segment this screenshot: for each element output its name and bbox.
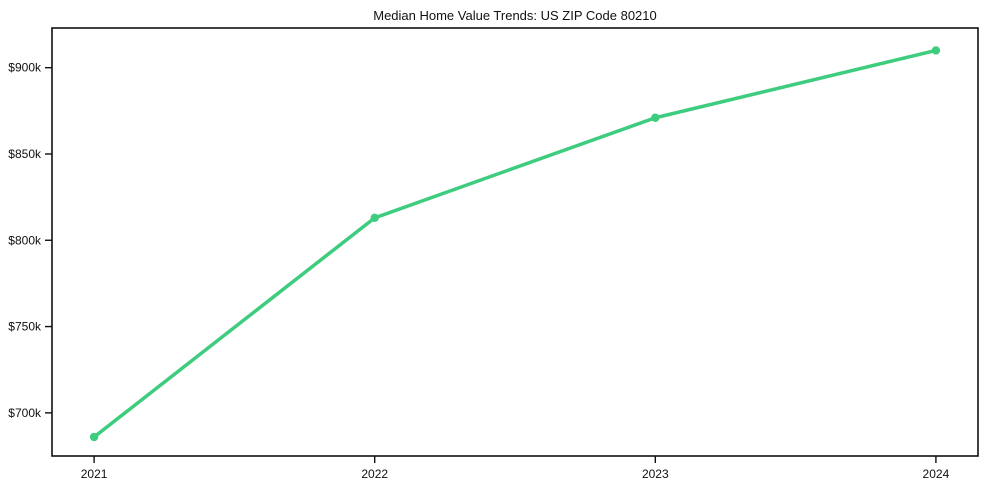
y-tick-label: $900k bbox=[8, 61, 42, 75]
x-tick-label: 2023 bbox=[642, 467, 669, 481]
plot-border bbox=[51, 27, 979, 457]
x-tick-label: 2021 bbox=[81, 467, 108, 481]
x-tick-label: 2022 bbox=[361, 467, 388, 481]
y-tick-label: $750k bbox=[8, 320, 42, 334]
chart-title: Median Home Value Trends: US ZIP Code 80… bbox=[373, 8, 657, 23]
data-point-marker bbox=[651, 113, 660, 122]
y-tick-label: $850k bbox=[8, 147, 42, 161]
data-point-marker bbox=[370, 213, 379, 223]
y-tick-label: $800k bbox=[8, 233, 42, 247]
data-point-marker bbox=[931, 46, 941, 55]
y-tick-label: $700k bbox=[8, 406, 42, 420]
data-point-marker bbox=[89, 432, 99, 442]
trend-line bbox=[92, 48, 938, 439]
x-tick-label: 2024 bbox=[923, 467, 950, 481]
